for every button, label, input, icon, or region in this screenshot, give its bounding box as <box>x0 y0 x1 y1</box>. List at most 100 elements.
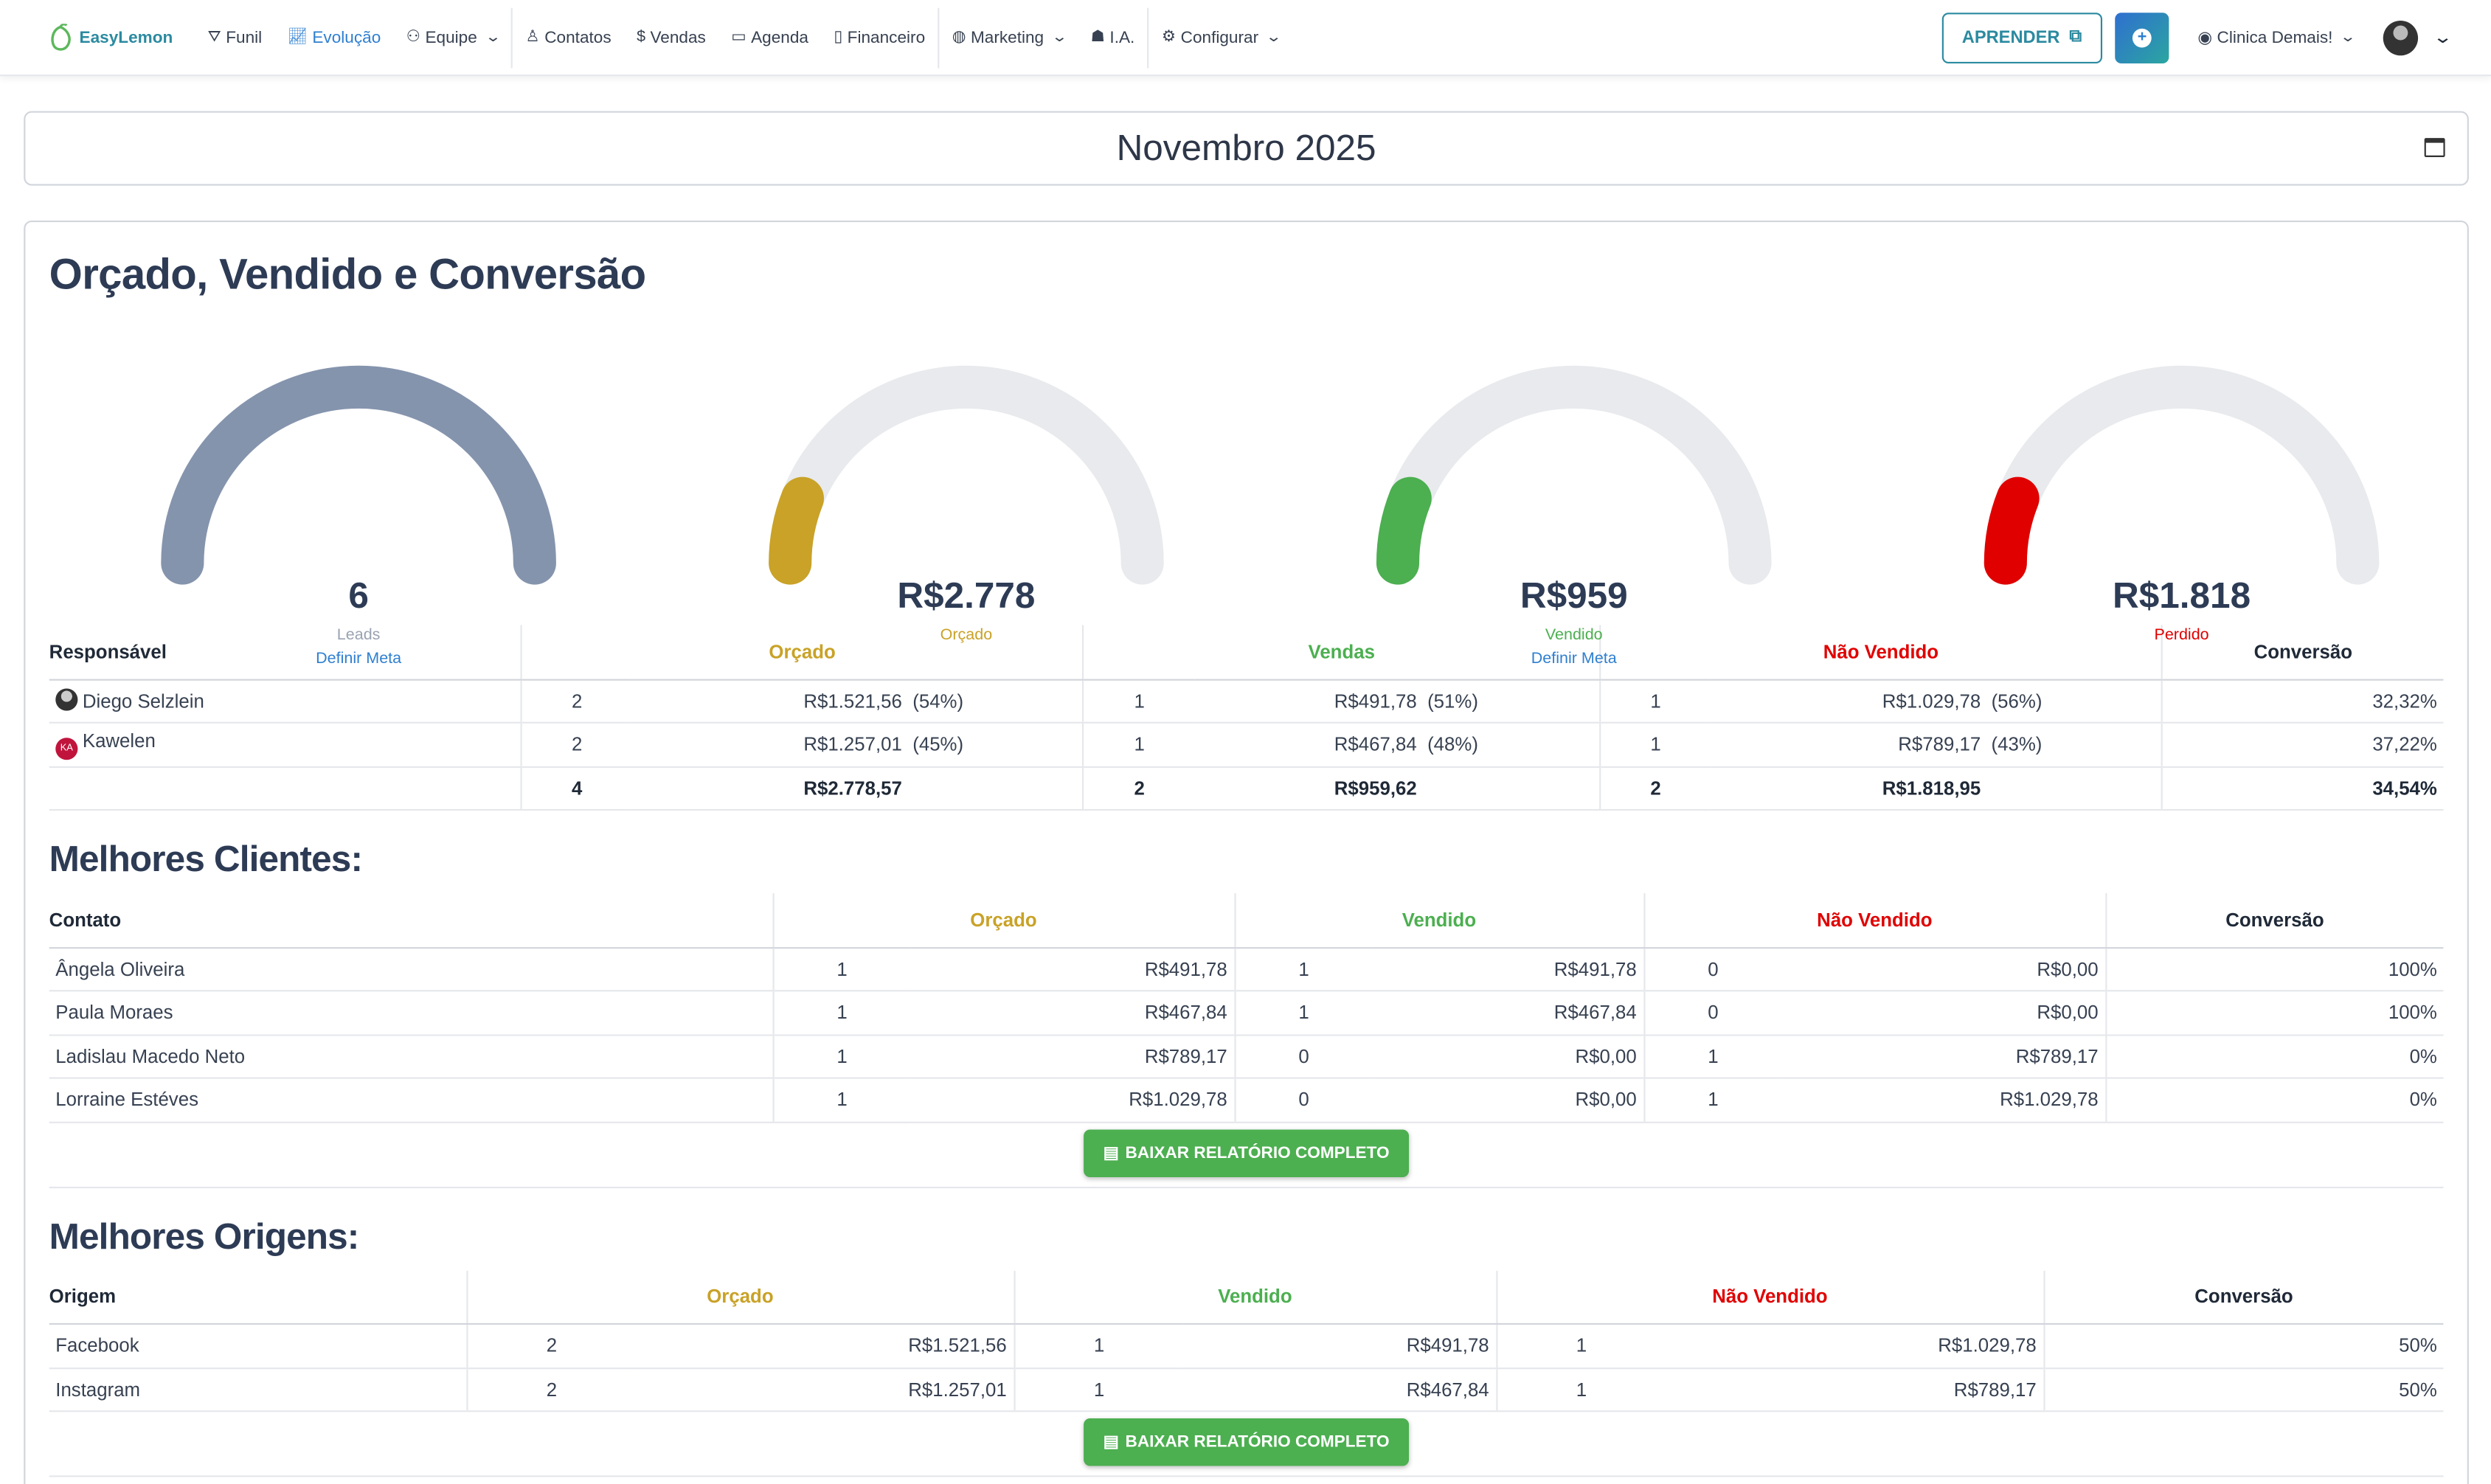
gauge-fill <box>769 476 824 585</box>
chart-line-icon: 📈︎ <box>287 28 308 46</box>
conversao-value: 37,22% <box>2161 722 2444 767</box>
table-row[interactable]: Diego Selzlein 2 R$1.521,56 (54%) 1 R$49… <box>49 679 2444 724</box>
percent: (51%) <box>1427 690 1478 712</box>
nav-contatos[interactable]: ♙ Contatos <box>513 0 624 74</box>
section-title: Orçado, Vendido e Conversão <box>49 250 646 299</box>
gauge-value: R$959 <box>1520 574 1628 616</box>
chevron-down-icon: ⌄ <box>484 28 502 45</box>
conversao-value: 100% <box>2104 991 2444 1036</box>
conversao-value: 50% <box>2043 1323 2444 1369</box>
total-row: 4 R$2.778,57 2 R$959,62 2 R$1.818,95 34,… <box>49 766 2444 811</box>
account-menu[interactable]: ◉ Clinica Demais! ⌄ <box>2197 27 2356 47</box>
download-report-button[interactable]: ▤ BAIXAR RELATÓRIO COMPLETO <box>1084 1418 1409 1466</box>
avatar: KA <box>55 737 78 760</box>
header-vendas: Vendas <box>1082 625 1600 680</box>
gauge-arc <box>1984 365 2380 585</box>
nav-label: Marketing <box>970 27 1044 47</box>
nav-financeiro[interactable]: ▯ Financeiro <box>821 0 938 74</box>
percent: (45%) <box>912 733 964 756</box>
empty-cell <box>49 766 522 811</box>
logo[interactable]: EasyLemon <box>48 23 173 52</box>
divider <box>49 1475 2444 1477</box>
value: R$1.029,78 <box>1882 690 1981 712</box>
orcado-count: 2 <box>520 722 633 767</box>
chevron-down-icon[interactable]: ⌄ <box>2432 28 2453 48</box>
definir-meta-link[interactable]: Definir Meta <box>1531 650 1617 668</box>
header-orcado: Orçado <box>465 1269 1014 1325</box>
nav-vendas[interactable]: $ Vendas <box>624 0 718 74</box>
name-cell: Paula Moraes <box>49 991 773 1036</box>
gauge-value: R$1.818 <box>2113 574 2251 616</box>
table-row[interactable]: Ladislau Macedo Neto 1 R$789,17 0 R$0,00 1 R$7… <box>49 1034 2444 1079</box>
gauge-fill <box>1376 476 1432 585</box>
download-report-button[interactable]: ▤ BAIXAR RELATÓRIO COMPLETO <box>1084 1128 1409 1176</box>
table-row[interactable]: KA Kawelen 2 R$1.257,01 (45%) 1 R$467,84 … <box>49 722 2444 767</box>
nav-evolucao[interactable]: 📈︎ Evolução <box>274 0 393 74</box>
percent: (56%) <box>1991 690 2043 712</box>
table-row[interactable]: Lorraine Estéves 1 R$1.029,78 0 R$0,00 1 R$1.0… <box>49 1078 2444 1123</box>
robot-icon: ☗ <box>1090 28 1105 46</box>
orcado-total-value: R$2.778,57 <box>632 766 1084 811</box>
nao-vendido-total-value: R$1.818,95 <box>1711 766 2163 811</box>
nao-vendido-count: 1 <box>1495 1323 1666 1369</box>
add-button[interactable]: + <box>2115 12 2169 63</box>
gauge-value: 6 <box>348 574 369 616</box>
vendas-total-count: 2 <box>1082 766 1195 811</box>
calendar-icon: ▭ <box>731 28 746 46</box>
vendas-value: R$467,84 (48%) <box>1194 722 1600 767</box>
nav-marketing[interactable]: ◍ Marketing ⌄ <box>940 0 1078 74</box>
vendas-value: R$491,78 (51%) <box>1194 679 1600 724</box>
header-contato: Contato <box>49 892 773 949</box>
value: R$467,84 <box>1334 733 1417 756</box>
nav-divider <box>1147 7 1149 68</box>
period-selector[interactable]: Novembro 2025 <box>24 111 2469 186</box>
chevron-down-icon: ⌄ <box>1265 28 1283 45</box>
nav-label: Funil <box>226 27 263 47</box>
vendido-value: R$491,78 <box>1372 947 1644 992</box>
header-responsavel: Responsável <box>49 625 522 680</box>
vendido-count: 0 <box>1233 1078 1373 1123</box>
gauge-perdido: R$1.818 Perdido <box>1975 357 2388 644</box>
nav-configurar[interactable]: ⚙ Configurar ⌄ <box>1149 0 1293 74</box>
vendido-count: 1 <box>1233 991 1373 1036</box>
nav-label: Financeiro <box>847 27 926 47</box>
orcado-value: R$1.521,56 (54%) <box>632 679 1084 724</box>
nav-funil[interactable]: ⛛ Funil <box>195 0 274 74</box>
aprender-button[interactable]: APRENDER ⧉ <box>1941 12 2103 63</box>
header-origem: Origem <box>49 1269 467 1325</box>
nao-vendido-value: R$789,17 <box>1781 1034 2106 1079</box>
header-vendido: Vendido <box>1233 892 1644 949</box>
plus-icon: + <box>2133 27 2152 47</box>
nav-equipe[interactable]: ⚇ Equipe ⌄ <box>394 0 512 74</box>
responsavel-name: Diego Selzlein <box>82 690 204 713</box>
nav-agenda[interactable]: ▭ Agenda <box>718 0 821 74</box>
nao-vendido-value: R$789,17 (43%) <box>1711 722 2163 767</box>
user-circle-icon: ◉ <box>2197 27 2213 47</box>
calendar-icon[interactable] <box>2424 138 2445 157</box>
nao-vendido-value: R$0,00 <box>1781 947 2106 992</box>
nav-label: Evolução <box>312 27 381 47</box>
avatar[interactable] <box>2383 19 2418 55</box>
nao-vendido-count: 0 <box>1643 947 1782 992</box>
vendido-count: 1 <box>1013 1323 1184 1369</box>
definir-meta-link[interactable]: Definir Meta <box>316 650 402 668</box>
chevron-down-icon: ⌄ <box>1050 28 1068 45</box>
dashboard-card: Orçado, Vendido e Conversão 6 Leads Defini… <box>24 220 2469 1484</box>
dollar-icon: $ <box>637 28 646 46</box>
vendido-value: R$0,00 <box>1372 1034 1644 1079</box>
table-row[interactable]: Ângela Oliveira 1 R$491,78 1 R$491,78 0 R$0,00… <box>49 947 2444 992</box>
nav-ia[interactable]: ☗ I.A. <box>1078 0 1147 74</box>
clientes-title: Melhores Clientes: <box>49 837 363 879</box>
orcado-count: 1 <box>772 1034 911 1079</box>
table-row[interactable]: Instagram 2 R$1.257,01 1 R$467,84 1 R$789,17 50… <box>49 1367 2444 1412</box>
top-navbar: EasyLemon ⛛ Funil 📈︎ Evolução ⚇ Equipe ⌄ ♙ Co… <box>0 0 2491 77</box>
gauge-fill <box>1984 476 2040 585</box>
table-row[interactable]: Paula Moraes 1 R$467,84 1 R$467,84 0 R$0,00 100… <box>49 991 2444 1036</box>
origens-title: Melhores Origens: <box>49 1214 360 1256</box>
table-row[interactable]: Facebook 2 R$1.521,56 1 R$491,78 1 R$1.029,78 5… <box>49 1323 2444 1369</box>
globe-icon: ◍ <box>952 28 966 46</box>
name-cell: Facebook <box>49 1323 467 1369</box>
responsavel-cell: KA Kawelen <box>49 722 522 767</box>
gauge-arc <box>769 365 1164 585</box>
gauge-label: Perdido <box>2154 626 2209 645</box>
